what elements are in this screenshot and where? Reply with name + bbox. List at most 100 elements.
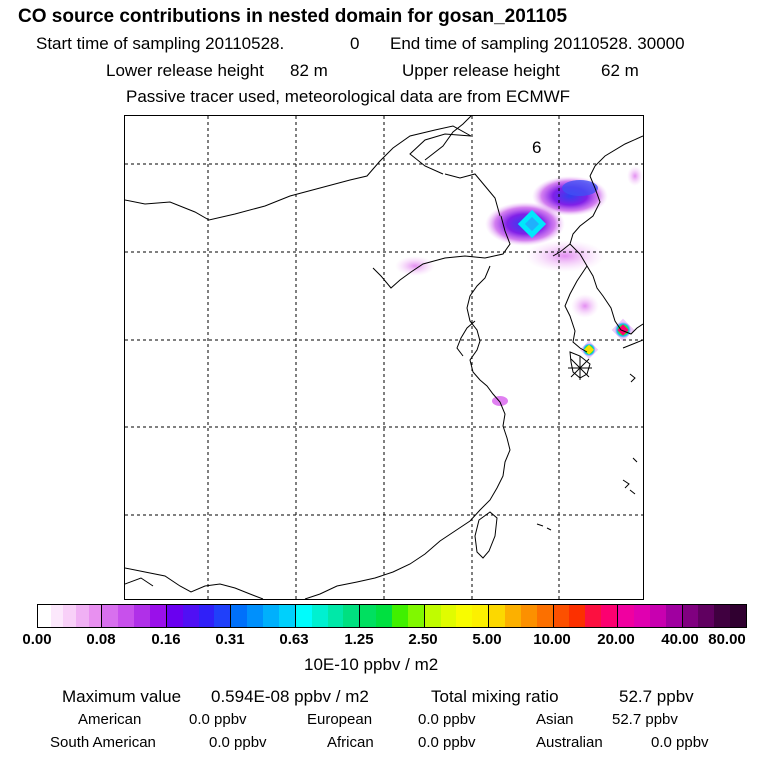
colorbar-swatch [553, 605, 570, 627]
lower-release-value: 82 m [290, 61, 328, 80]
colorbar-swatch [231, 605, 248, 627]
map-canvas [125, 116, 643, 599]
colorbar-segment [682, 605, 746, 627]
colorbar-swatch [247, 605, 264, 627]
colorbar-swatch [698, 605, 715, 627]
colorbar-swatch [214, 605, 231, 627]
colorbar-unit: 10E-10 ppbv / m2 [304, 655, 439, 674]
colorbar-segment [38, 605, 103, 627]
upper-release-value: 62 m [601, 61, 639, 80]
colorbar-swatch [489, 605, 506, 627]
receptor-marker-icon [568, 356, 592, 380]
colorbar-tick: 0.63 [279, 631, 309, 648]
region-value: 0.0 ppbv [189, 711, 247, 728]
colorbar-swatch [134, 605, 151, 627]
colorbar-tick: 0.08 [86, 631, 116, 648]
colorbar-tick: 10.00 [533, 631, 571, 648]
colorbar-swatch [311, 605, 328, 627]
colorbar-swatch [327, 605, 344, 627]
total-mixing-value: 52.7 ppbv [619, 687, 694, 706]
map-title: CO source contributions in nested domain… [18, 6, 568, 27]
colorbar-tick: 0.00 [22, 631, 52, 648]
colorbar-swatch [376, 605, 392, 627]
colorbar-segment [553, 605, 619, 627]
colorbar-swatch [102, 605, 119, 627]
colorbar-swatch [88, 605, 102, 627]
region-value: 0.0 ppbv [651, 734, 709, 751]
colorbar-swatch [150, 605, 166, 627]
colorbar-tick: 20.00 [597, 631, 635, 648]
colorbar-segment [618, 605, 683, 627]
colorbar-swatch [263, 605, 279, 627]
colorbar-swatch [682, 605, 699, 627]
colorbar-segment [424, 605, 490, 627]
colorbar-swatch [665, 605, 682, 627]
colorbar-swatch [536, 605, 553, 627]
max-value-label: Maximum value [62, 687, 182, 706]
colorbar-tick: 0.16 [151, 631, 181, 648]
start-time-label: Start time of sampling 20110528. [36, 34, 285, 53]
colorbar-swatch [63, 605, 77, 627]
tracer-note: Passive tracer used, meteorological data… [126, 87, 571, 106]
end-time-label: End time of sampling 20110528. 30000 [390, 34, 685, 53]
colorbar-tick: 5.00 [472, 631, 502, 648]
region-value: 0.0 ppbv [209, 734, 267, 751]
lower-release-label: Lower release height [106, 61, 264, 80]
colorbar-swatch [166, 605, 183, 627]
max-value: 0.594E-08 ppbv / m2 [211, 687, 369, 706]
colorbar-tick: 1.25 [344, 631, 374, 648]
colorbar-swatch [295, 605, 312, 627]
colorbar-swatch [50, 605, 64, 627]
upper-release-label: Upper release height [402, 61, 560, 80]
colorbar-swatch [278, 605, 295, 627]
coastlines [125, 116, 643, 599]
colorbar-segment [231, 605, 296, 627]
colorbar-swatch [360, 605, 377, 627]
map-panel: 6 [124, 115, 644, 600]
colorbar-swatch [182, 605, 199, 627]
colorbar-swatch [76, 605, 89, 627]
colorbar-tick: 80.00 [708, 631, 746, 648]
colorbar-swatch [505, 605, 521, 627]
colorbar-segment [489, 605, 554, 627]
colorbar-tick: 40.00 [661, 631, 699, 648]
colorbar-segment [360, 605, 425, 627]
colorbar-swatch [343, 605, 360, 627]
colorbar-swatch [714, 605, 731, 627]
colorbar-swatch [520, 605, 537, 627]
colorbar-swatch [472, 605, 489, 627]
colorbar-segment [295, 605, 361, 627]
start-time-hour: 0 [350, 34, 360, 53]
colorbar-segment [102, 605, 167, 627]
colorbar-swatch [569, 605, 586, 627]
region-name: American [78, 711, 142, 728]
grid-lines [125, 116, 643, 599]
colorbar-swatch [649, 605, 666, 627]
region-value: 0.0 ppbv [418, 734, 476, 751]
colorbar-swatch [424, 605, 441, 627]
region-name: European [307, 711, 373, 728]
region-name: South American [50, 734, 156, 751]
colorbar-swatch [601, 605, 618, 627]
colorbar-swatch [633, 605, 650, 627]
concentration-field [395, 166, 643, 406]
colorbar-swatch [38, 605, 51, 627]
color-scale-bar [37, 604, 747, 628]
colorbar-swatch [456, 605, 473, 627]
colorbar-swatch [618, 605, 634, 627]
colorbar-tick: 2.50 [408, 631, 438, 648]
colorbar-swatch [391, 605, 408, 627]
region-name: African [327, 734, 374, 751]
total-mixing-label: Total mixing ratio [431, 687, 559, 706]
region-name: Asian [536, 711, 574, 728]
colorbar-swatch [585, 605, 602, 627]
colorbar-segment [166, 605, 232, 627]
colorbar-swatch [440, 605, 457, 627]
colorbar-tick: 0.31 [215, 631, 245, 648]
colorbar-swatch [730, 605, 746, 627]
region-value: 52.7 ppbv [612, 711, 678, 728]
region-name: Australian [536, 734, 603, 751]
region-value: 0.0 ppbv [418, 711, 476, 728]
colorbar-swatch [198, 605, 215, 627]
panel-number: 6 [532, 138, 542, 157]
